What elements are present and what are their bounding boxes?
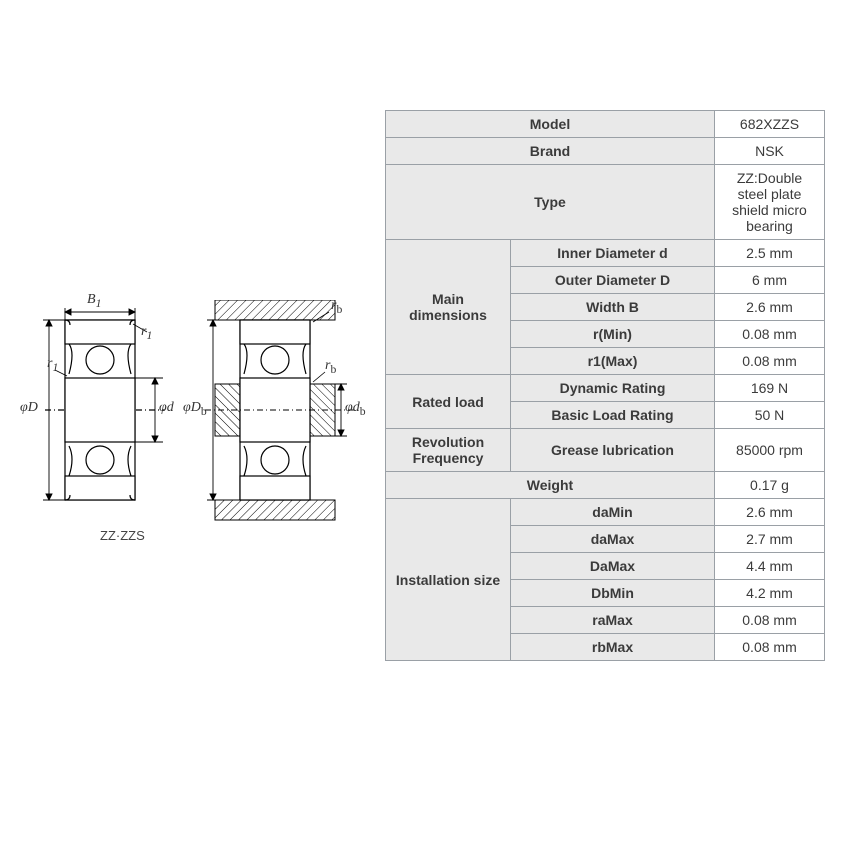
param-cell: DbMin — [511, 580, 715, 607]
spec-row: Model682XZZS — [386, 111, 825, 138]
param-cell: Brand — [386, 138, 715, 165]
bearing-diagram: B1 r1 r1 φD φd φDb φdb rb rb ZZ·ZZS — [25, 300, 365, 550]
value-cell: 0.08 mm — [715, 634, 825, 661]
param-cell: Basic Load Rating — [511, 402, 715, 429]
group-cell: Installation size — [386, 499, 511, 661]
label-r1-left: r1 — [47, 356, 58, 374]
spec-row: BrandNSK — [386, 138, 825, 165]
group-cell: Revolution Frequency — [386, 429, 511, 472]
value-cell: NSK — [715, 138, 825, 165]
value-cell: 85000 rpm — [715, 429, 825, 472]
spec-row: Rated loadDynamic Rating169 N — [386, 375, 825, 402]
param-cell: raMax — [511, 607, 715, 634]
param-cell: daMax — [511, 526, 715, 553]
param-cell: Inner Diameter d — [511, 240, 715, 267]
param-cell: r1(Max) — [511, 348, 715, 375]
param-cell: r(Min) — [511, 321, 715, 348]
value-cell: 4.4 mm — [715, 553, 825, 580]
label-B1: B1 — [87, 292, 101, 310]
value-cell: 2.5 mm — [715, 240, 825, 267]
value-cell: 4.2 mm — [715, 580, 825, 607]
value-cell: 50 N — [715, 402, 825, 429]
value-cell: ZZ:Double steel plate shield micro beari… — [715, 165, 825, 240]
label-phidb: φdb — [345, 400, 366, 418]
param-cell: rbMax — [511, 634, 715, 661]
param-cell: DaMax — [511, 553, 715, 580]
value-cell: 682XZZS — [715, 111, 825, 138]
param-cell: daMin — [511, 499, 715, 526]
spec-row: Main dimensionsInner Diameter d2.5 mm — [386, 240, 825, 267]
param-cell: Weight — [386, 472, 715, 499]
label-phiDb: φDb — [183, 400, 207, 418]
value-cell: 0.08 mm — [715, 348, 825, 375]
value-cell: 2.6 mm — [715, 499, 825, 526]
spec-row: Revolution FrequencyGrease lubrication85… — [386, 429, 825, 472]
spec-row: Weight0.17 g — [386, 472, 825, 499]
param-cell: Model — [386, 111, 715, 138]
param-cell: Dynamic Rating — [511, 375, 715, 402]
label-r1-top: r1 — [141, 324, 152, 342]
value-cell: 0.17 g — [715, 472, 825, 499]
spec-row: Installation sizedaMin2.6 mm — [386, 499, 825, 526]
param-cell: Type — [386, 165, 715, 240]
group-cell: Main dimensions — [386, 240, 511, 375]
value-cell: 169 N — [715, 375, 825, 402]
value-cell: 2.7 mm — [715, 526, 825, 553]
group-cell: Rated load — [386, 375, 511, 429]
spec-table: Model682XZZSBrandNSKTypeZZ:Double steel … — [385, 110, 825, 661]
label-rb-top: rb — [331, 298, 342, 316]
param-cell: Width B — [511, 294, 715, 321]
value-cell: 6 mm — [715, 267, 825, 294]
label-rb-mid: rb — [325, 358, 336, 376]
param-cell: Outer Diameter D — [511, 267, 715, 294]
bearing-cross-section-svg — [25, 300, 365, 550]
value-cell: 0.08 mm — [715, 607, 825, 634]
label-phiD: φD — [20, 400, 38, 416]
diagram-caption: ZZ·ZZS — [100, 528, 145, 543]
label-phid: φd — [159, 400, 174, 416]
value-cell: 2.6 mm — [715, 294, 825, 321]
param-cell: Grease lubrication — [511, 429, 715, 472]
value-cell: 0.08 mm — [715, 321, 825, 348]
spec-row: TypeZZ:Double steel plate shield micro b… — [386, 165, 825, 240]
